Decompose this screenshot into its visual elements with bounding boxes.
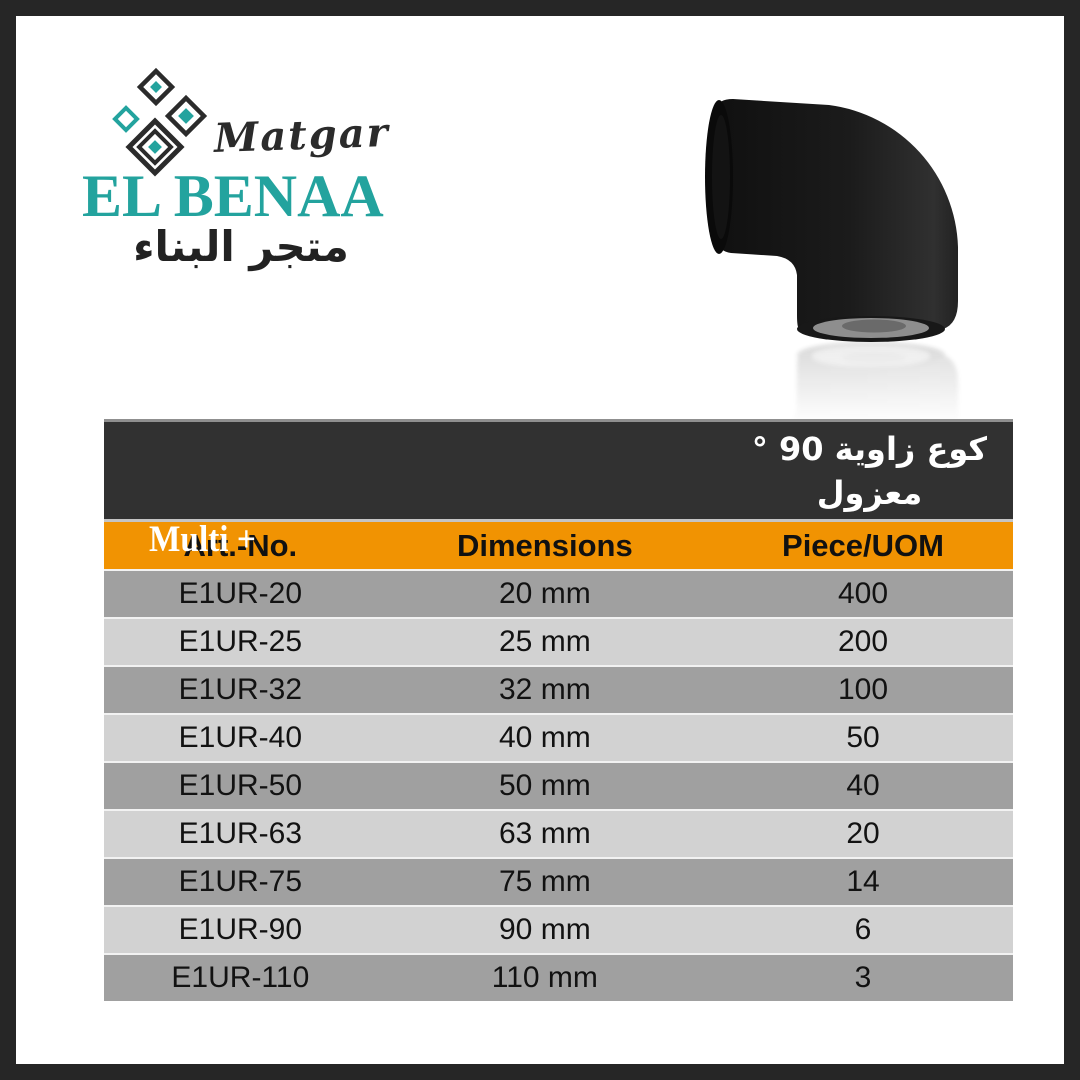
table-row: E1UR-20 20 mm 400 [104,569,1013,617]
piece-uom-cell: 14 [846,865,880,898]
art-no-cell: E1UR-25 [178,625,303,658]
piece-uom-cell: 100 [837,673,889,706]
art-no-cell: E1UR-110 [171,961,310,994]
art-no-cell: E1UR-75 [178,865,303,898]
table-title-bar: Elblow 90 ° Multi + كوع زاوية 90 ° معزول [104,381,1013,560]
table-header-row: Art.-No. Dimensions Piece/UOM [104,519,1013,569]
table-body: E1UR-20 20 mm 400 E1UR-25 25 mm 200 E1UR… [104,569,1013,1001]
art-no-cell: E1UR-90 [178,913,303,946]
spec-table: Elblow 90 ° Multi + كوع زاوية 90 ° معزول… [104,381,1013,1001]
brand-diamond-pattern-icon [112,67,208,177]
content-area: Matgar EL BENAA متجر البناء [16,16,1064,1064]
table-row: E1UR-40 40 mm 50 [104,713,1013,761]
art-no-cell: E1UR-63 [178,817,303,850]
dimensions-cell: 50 mm [499,769,591,802]
dimensions-cell: 63 mm [499,817,591,850]
table-title-ar: كوع زاوية 90 ° معزول [752,427,987,515]
piece-uom-cell: 20 [846,817,880,850]
dimensions-cell: 25 mm [499,625,591,658]
table-title-en: Elblow 90 ° Multi + [149,287,321,655]
dimensions-cell: 32 mm [499,673,591,706]
dimensions-cell: 75 mm [499,865,591,898]
column-header-piece-uom: Piece/UOM [782,528,944,563]
art-no-cell: E1UR-40 [178,721,303,754]
column-header-dimensions: Dimensions [456,528,633,563]
title-en-line1: Elblow 90 ° [149,380,321,422]
dimensions-cell: 20 mm [499,577,591,610]
piece-uom-cell: 3 [854,961,872,994]
table-row: E1UR-75 75 mm 14 [104,857,1013,905]
piece-uom-cell: 50 [846,721,880,754]
title-ar-line2: معزول [816,473,923,512]
piece-uom-cell: 400 [837,577,889,610]
brand-arabic-name: متجر البناء [133,222,349,271]
title-en-line2: Multi + [149,518,256,560]
art-no-cell: E1UR-50 [178,769,303,802]
table-row: E1UR-110 110 mm 3 [104,953,1013,1001]
product-photo-elbow-90 [705,99,958,439]
piece-uom-cell: 200 [837,625,889,658]
table-row: E1UR-32 32 mm 100 [104,665,1013,713]
piece-uom-cell: 6 [854,913,872,946]
table-row: E1UR-90 90 mm 6 [104,905,1013,953]
piece-uom-cell: 40 [846,769,880,802]
title-ar-line1: كوع زاوية 90 ° [751,429,987,468]
brand-script-name: Matgar [213,108,391,163]
dimensions-cell: 40 mm [499,721,591,754]
table-row: E1UR-25 25 mm 200 [104,617,1013,665]
art-no-cell: E1UR-32 [178,673,303,706]
art-no-cell: E1UR-20 [178,577,303,610]
brand-name: EL BENAA [82,163,384,229]
column-header-art-no: Art.-No. [183,528,298,563]
table-row: E1UR-50 50 mm 40 [104,761,1013,809]
table-row: E1UR-63 63 mm 20 [104,809,1013,857]
dimensions-cell: 110 mm [491,961,598,994]
dimensions-cell: 90 mm [499,913,591,946]
